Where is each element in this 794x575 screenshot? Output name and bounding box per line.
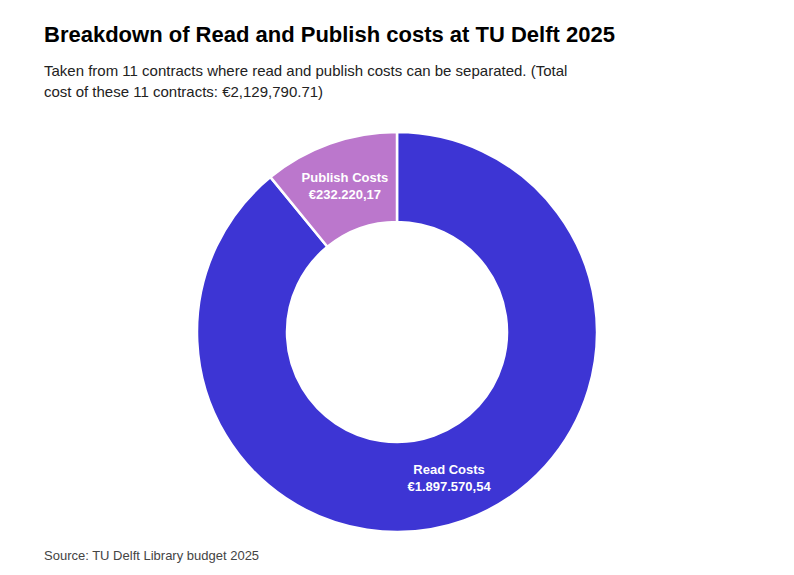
slice-value-label: €1.897.570,54: [407, 479, 491, 494]
chart-container: Breakdown of Read and Publish costs at T…: [0, 0, 794, 575]
data-labels: Read Costs €1.897.570,54 Publish Costs €232…: [302, 170, 492, 494]
slices: [197, 132, 597, 532]
subtitle: Taken from 11 contracts where read and p…: [44, 62, 567, 100]
slice-value-label: €232.220,17: [309, 187, 381, 202]
slice-category-label: Publish Costs: [302, 170, 389, 185]
slice-category-label: Read Costs: [413, 462, 485, 477]
page: {"chart_data": {"type": "pie", "title": …: [0, 0, 794, 575]
background: [0, 0, 794, 575]
subtitle-line: cost of these 11 contracts: €2,129,790.7…: [44, 83, 323, 100]
title: Breakdown of Read and Publish costs at T…: [44, 22, 615, 47]
source: Source: TU Delft Library budget 2025: [44, 548, 259, 563]
chart-svg: Breakdown of Read and Publish costs at T…: [0, 0, 794, 575]
subtitle-line: Taken from 11 contracts where read and p…: [44, 62, 567, 79]
donut-slice: [197, 132, 597, 532]
donut-slice: [270, 132, 397, 247]
